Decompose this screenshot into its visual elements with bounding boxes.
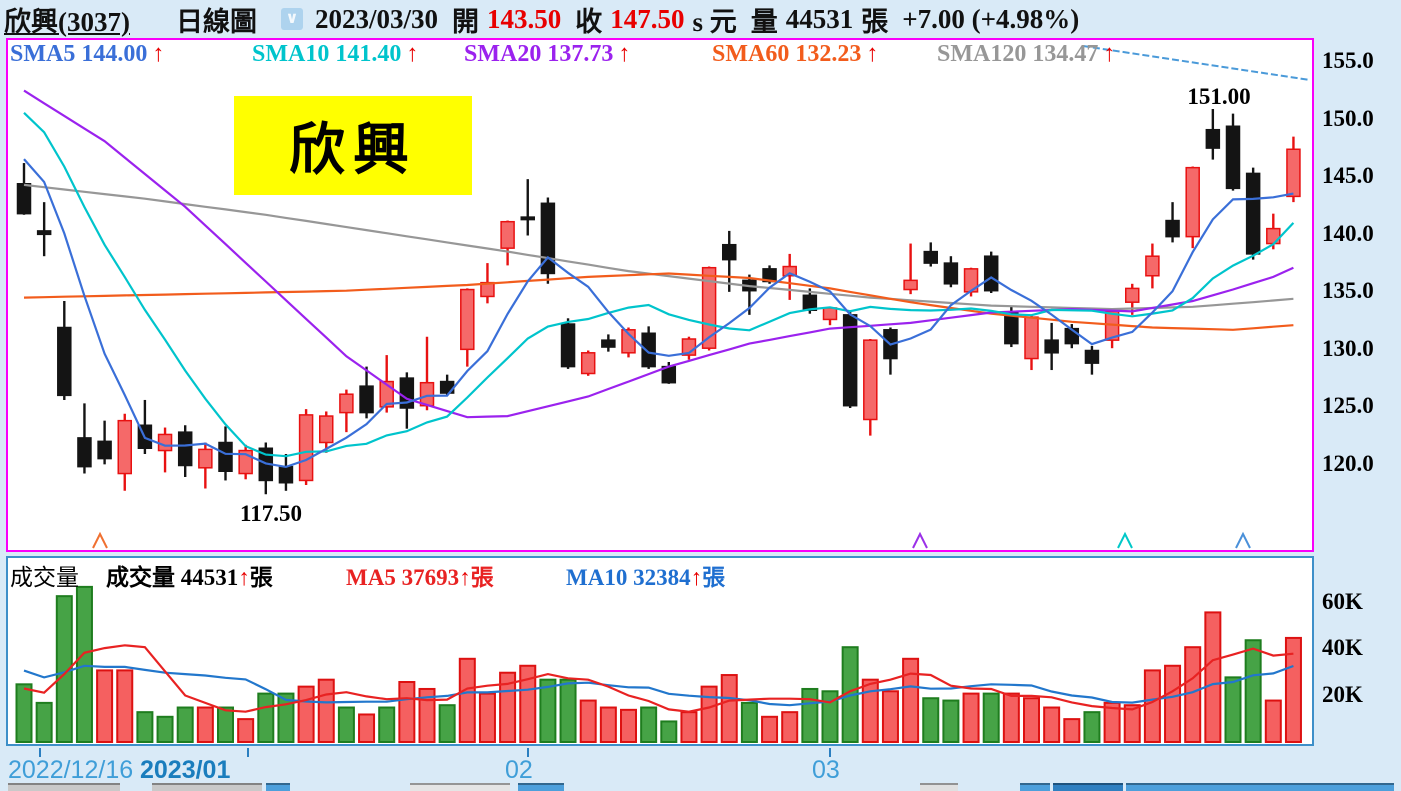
toolbar-button-fragment[interactable] [920,783,958,791]
up-arrow-icon: ↑ [866,41,879,67]
up-arrow-icon: ↑ [152,41,165,67]
up-arrow-icon: ↑ [238,565,250,590]
up-arrow-icon: ↑ [690,565,703,590]
volume-chart[interactable] [8,558,1312,744]
symbol-label[interactable]: 欣興(3037) [4,6,130,37]
date-axis: 2022/12/16 2023/01 02 03 [0,748,1401,784]
toolbar-button-fragment[interactable] [518,783,564,791]
title-bar: 欣興(3037) 日線圖 ∨ 2023/03/30 開 143.50 收 147… [0,0,1401,38]
toolbar-button-fragment[interactable] [266,783,290,791]
up-arrow-icon: ↑ [459,565,471,590]
sma-legend-item: SMA120 134.47 ↑ [937,41,1116,67]
up-arrow-icon: ↑ [1103,41,1116,67]
sma-legend-item: SMA5 144.00 ↑ [10,41,165,67]
sma-legend-item: SMA20 137.73 ↑ [464,41,631,67]
price-axis-label: 155.0 [1322,48,1374,73]
date-axis-label: 2022/12/16 [8,756,134,784]
open-value: 143.50 [487,3,562,34]
close-value: 147.50 [610,3,685,34]
price-axis: 155.0 150.0 145.0 140.0 135.0 130.0 125.0 120.0 [1322,38,1401,550]
volume-unit: 張 [861,6,889,37]
volume-axis-label: 40K [1322,635,1363,661]
change-value: +7.00 (+4.98%) [902,3,1080,34]
price-axis-label: 145.0 [1322,163,1374,188]
price-axis-label: 125.0 [1322,393,1374,418]
volume-chart-pane[interactable]: 成交量 成交量 44531↑張 MA5 37693↑張 MA10 32384↑張 [6,556,1314,746]
low-annotation: 117.50 [240,501,302,526]
close-label: 收 [575,6,603,37]
sma-legend-item: SMA10 141.40 ↑ [252,41,419,67]
volume-ma5-legend: MA5 37693↑張 [346,565,494,590]
volume-axis: 60K 40K 20K [1322,558,1401,744]
sma-legend-item: SMA60 132.23 ↑ [712,41,879,67]
candlestick-chart[interactable] [8,40,1312,550]
volume-axis-label: 60K [1322,588,1363,614]
date-axis-tick [527,748,529,757]
volume-ma10-legend: MA10 32384↑張 [566,565,726,590]
volume-axis-label: 20K [1322,681,1363,707]
date-axis-label: 02 [505,756,533,784]
date-label: 2023/03/30 [314,3,438,34]
date-axis-tick [829,748,831,757]
high-annotation: 151.00 [1187,84,1251,109]
price-axis-label: 150.0 [1322,105,1374,131]
volume-label: 量 [750,6,778,37]
date-axis-tick [247,748,249,757]
price-axis-label: 120.0 [1322,450,1374,476]
date-axis-label: 03 [812,756,840,784]
toolbar-button-fragment[interactable] [410,783,510,791]
date-axis-label: 2023/01 [140,756,231,784]
toolbar-button-fragment[interactable] [152,783,262,791]
toolbar-button-fragment[interactable] [1020,783,1050,791]
volume-value: 44531 [785,3,854,34]
toolbar-button-fragment[interactable] [1053,783,1123,791]
open-label: 開 [452,6,479,37]
up-arrow-icon: ↑ [618,41,631,67]
date-axis-tick [39,748,41,757]
volume-legend: 成交量 44531↑張 [106,565,273,590]
stock-name-watermark: 欣興 [234,96,472,195]
volume-pane-title: 成交量 [10,565,79,590]
up-arrow-icon: ↑ [406,41,419,67]
toolbar-button-fragment[interactable] [1126,783,1394,791]
bottom-toolbar-fragment[interactable] [0,783,1401,791]
price-chart-pane[interactable]: SMA5 144.00 ↑ SMA10 141.40 ↑ SMA20 137.73 ↑ SM… [6,38,1314,552]
toolbar-button-fragment[interactable] [8,783,120,791]
chevron-down-icon[interactable]: ∨ [280,8,303,30]
price-axis-label: 130.0 [1322,335,1374,361]
chart-type-label[interactable]: 日線圖 [175,6,257,37]
price-axis-label: 140.0 [1322,220,1374,246]
price-axis-label: 135.0 [1322,278,1374,303]
price-unit-label: s 元 [692,6,737,37]
